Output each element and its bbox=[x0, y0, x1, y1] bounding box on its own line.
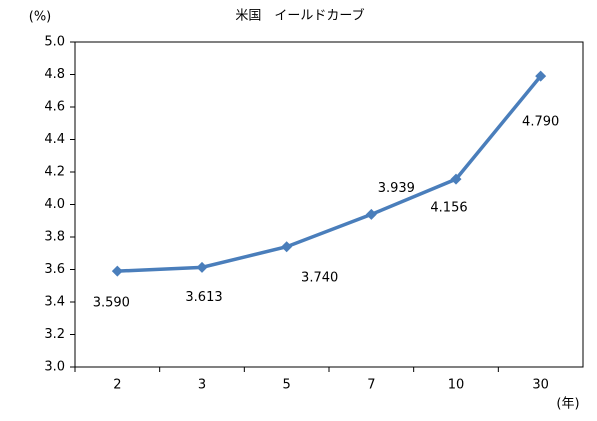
y-tick-label: 4.6 bbox=[44, 100, 65, 115]
y-tick-label: 3.6 bbox=[44, 262, 65, 277]
y-tick-label: 3.0 bbox=[44, 360, 65, 375]
data-label: 3.939 bbox=[378, 181, 415, 196]
chart-title: 米国 イールドカーブ bbox=[235, 8, 364, 24]
x-tick-label: 2 bbox=[113, 378, 121, 393]
data-label: 3.613 bbox=[185, 290, 222, 305]
marker bbox=[111, 265, 123, 277]
series-line bbox=[117, 75, 543, 273]
marker bbox=[365, 208, 377, 220]
data-label: 4.790 bbox=[522, 115, 559, 130]
marker bbox=[450, 173, 462, 185]
data-label: 3.740 bbox=[301, 270, 338, 285]
data-label: 4.156 bbox=[430, 201, 467, 216]
y-tick-label: 4.0 bbox=[44, 197, 65, 212]
marker bbox=[281, 241, 293, 253]
data-label: 3.590 bbox=[93, 296, 130, 311]
x-tick-label: 30 bbox=[532, 378, 549, 393]
y-tick-label: 3.4 bbox=[44, 295, 65, 310]
x-tick-label: 5 bbox=[283, 378, 291, 393]
y-tick-label: 4.8 bbox=[44, 67, 65, 82]
y-tick-label: 3.8 bbox=[44, 230, 65, 245]
y-tick-label: 4.4 bbox=[44, 132, 65, 147]
y-tick-label: 4.2 bbox=[44, 165, 65, 180]
x-axis-label: (年) bbox=[556, 397, 579, 412]
x-tick-label: 3 bbox=[198, 378, 206, 393]
x-tick-label: 10 bbox=[448, 378, 465, 393]
x-tick-label: 7 bbox=[367, 378, 375, 393]
y-axis-label: (%) bbox=[29, 10, 52, 25]
y-tick-label: 5.0 bbox=[44, 35, 65, 50]
marker bbox=[535, 70, 547, 82]
plot-area bbox=[74, 41, 584, 368]
marker bbox=[196, 261, 208, 273]
y-tick-label: 3.2 bbox=[44, 327, 65, 342]
